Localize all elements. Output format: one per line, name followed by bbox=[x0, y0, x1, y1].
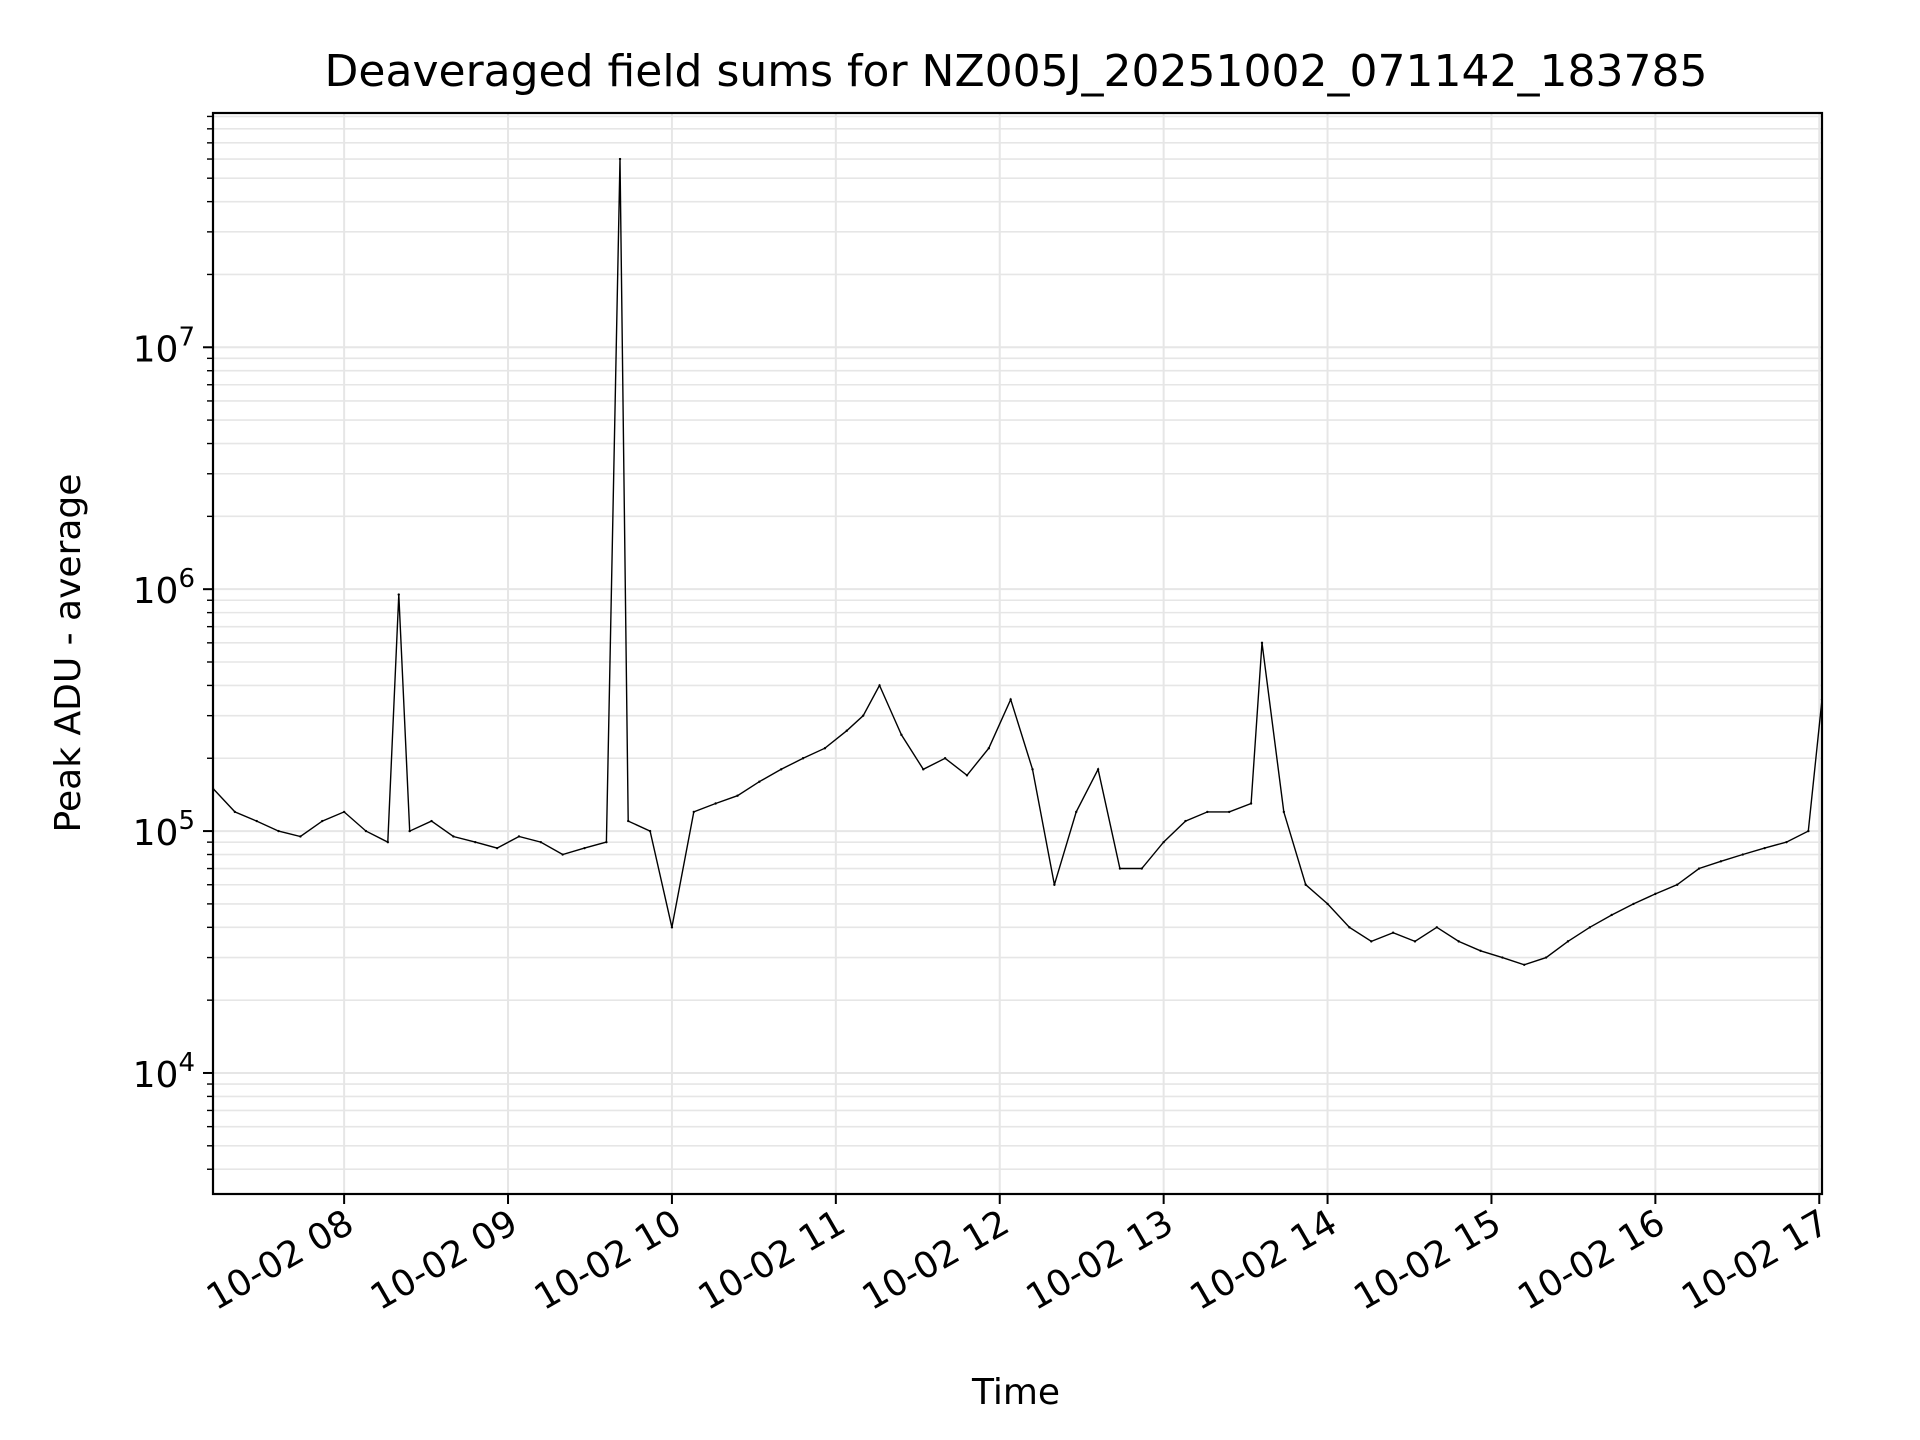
series-point bbox=[430, 819, 433, 823]
series-point bbox=[965, 774, 969, 777]
series-point bbox=[277, 829, 280, 833]
series-point bbox=[878, 684, 881, 687]
series-point bbox=[1326, 902, 1329, 906]
series-point bbox=[1162, 840, 1165, 844]
series-point bbox=[1053, 883, 1056, 886]
series-point bbox=[1763, 846, 1766, 850]
series-point bbox=[1184, 819, 1187, 823]
y-tick-exponent: 7 bbox=[178, 322, 195, 352]
series-point bbox=[1741, 853, 1744, 856]
series-point bbox=[627, 819, 630, 823]
series-point bbox=[943, 757, 947, 760]
y-tick-label: 104 bbox=[133, 1048, 195, 1096]
series-point bbox=[1544, 956, 1548, 959]
series-point bbox=[758, 780, 761, 783]
series-point bbox=[845, 729, 848, 732]
series-point bbox=[1249, 802, 1253, 805]
series-point bbox=[1501, 956, 1504, 959]
series-point bbox=[255, 819, 258, 823]
plot-area bbox=[213, 157, 1822, 967]
series-point bbox=[1654, 892, 1657, 896]
series-point bbox=[1632, 902, 1635, 906]
series-point bbox=[1523, 963, 1526, 967]
y-axis-label: Peak ADU - average bbox=[48, 474, 89, 833]
series-point bbox=[321, 819, 324, 823]
y-tick-base: 10 bbox=[133, 329, 179, 370]
y-tick-label: 106 bbox=[133, 564, 195, 612]
series-point bbox=[1304, 883, 1307, 886]
series-point bbox=[736, 794, 739, 797]
series-point bbox=[1785, 840, 1788, 844]
series-point bbox=[1413, 940, 1417, 943]
y-tick-exponent: 4 bbox=[178, 1048, 195, 1078]
series-point bbox=[1075, 810, 1078, 814]
y-tick-base: 10 bbox=[133, 813, 179, 854]
y-tick-exponent: 6 bbox=[178, 564, 195, 594]
series-point bbox=[583, 846, 586, 850]
series-point bbox=[408, 829, 411, 833]
series-point bbox=[1391, 931, 1395, 934]
grid-layer bbox=[213, 113, 1822, 1194]
series-point bbox=[1009, 698, 1012, 701]
series-point bbox=[823, 747, 827, 750]
series-point bbox=[1370, 940, 1373, 943]
series-point bbox=[618, 157, 622, 161]
series-point bbox=[1348, 926, 1351, 929]
series-point bbox=[1457, 940, 1460, 943]
plot-frame bbox=[211, 111, 1824, 1196]
series-point bbox=[1588, 926, 1592, 929]
series-point bbox=[233, 810, 237, 814]
series-point bbox=[1096, 768, 1100, 771]
series-point bbox=[1140, 867, 1143, 870]
series-point bbox=[1719, 860, 1723, 863]
y-tick-base: 10 bbox=[133, 1055, 179, 1096]
series-point bbox=[1206, 810, 1209, 814]
series-point bbox=[900, 733, 903, 737]
series-point bbox=[692, 810, 695, 814]
y-tick-base: 10 bbox=[133, 571, 179, 612]
series-point bbox=[648, 829, 652, 833]
x-axis-label: Time bbox=[971, 1372, 1060, 1413]
series-point bbox=[801, 757, 805, 760]
chart-title: Deaveraged field sums for NZ005J_2025100… bbox=[325, 46, 1708, 97]
series-point bbox=[1260, 641, 1264, 645]
series-point bbox=[861, 714, 865, 717]
series-point bbox=[342, 810, 346, 814]
series-point bbox=[1676, 883, 1679, 886]
series-point bbox=[1807, 829, 1810, 833]
y-tick-exponent: 5 bbox=[178, 806, 195, 836]
series-point bbox=[670, 926, 674, 929]
series-point bbox=[987, 747, 991, 750]
series-point bbox=[1435, 926, 1439, 929]
series-point bbox=[922, 768, 925, 771]
series-point bbox=[397, 593, 400, 596]
y-tick-label: 105 bbox=[133, 806, 195, 854]
series-point bbox=[561, 853, 564, 856]
series-point bbox=[386, 840, 390, 844]
y-tick-label: 107 bbox=[133, 322, 195, 370]
series-point bbox=[1610, 913, 1613, 917]
series-point bbox=[1479, 949, 1482, 952]
series-point bbox=[605, 840, 608, 844]
series-point bbox=[1697, 867, 1701, 870]
series-point bbox=[1228, 810, 1231, 814]
series-point bbox=[714, 802, 717, 805]
series-point bbox=[364, 829, 368, 833]
series-point bbox=[299, 835, 302, 838]
series-point bbox=[539, 840, 543, 844]
series-line bbox=[213, 158, 1822, 966]
series-point bbox=[452, 835, 455, 838]
series-point bbox=[495, 846, 499, 850]
series-point bbox=[1566, 940, 1570, 943]
series-point bbox=[1031, 768, 1034, 771]
series-point bbox=[780, 768, 783, 771]
series-point bbox=[517, 835, 521, 838]
series-point bbox=[1282, 810, 1286, 814]
series-point bbox=[1118, 867, 1122, 870]
series-point bbox=[474, 840, 477, 844]
